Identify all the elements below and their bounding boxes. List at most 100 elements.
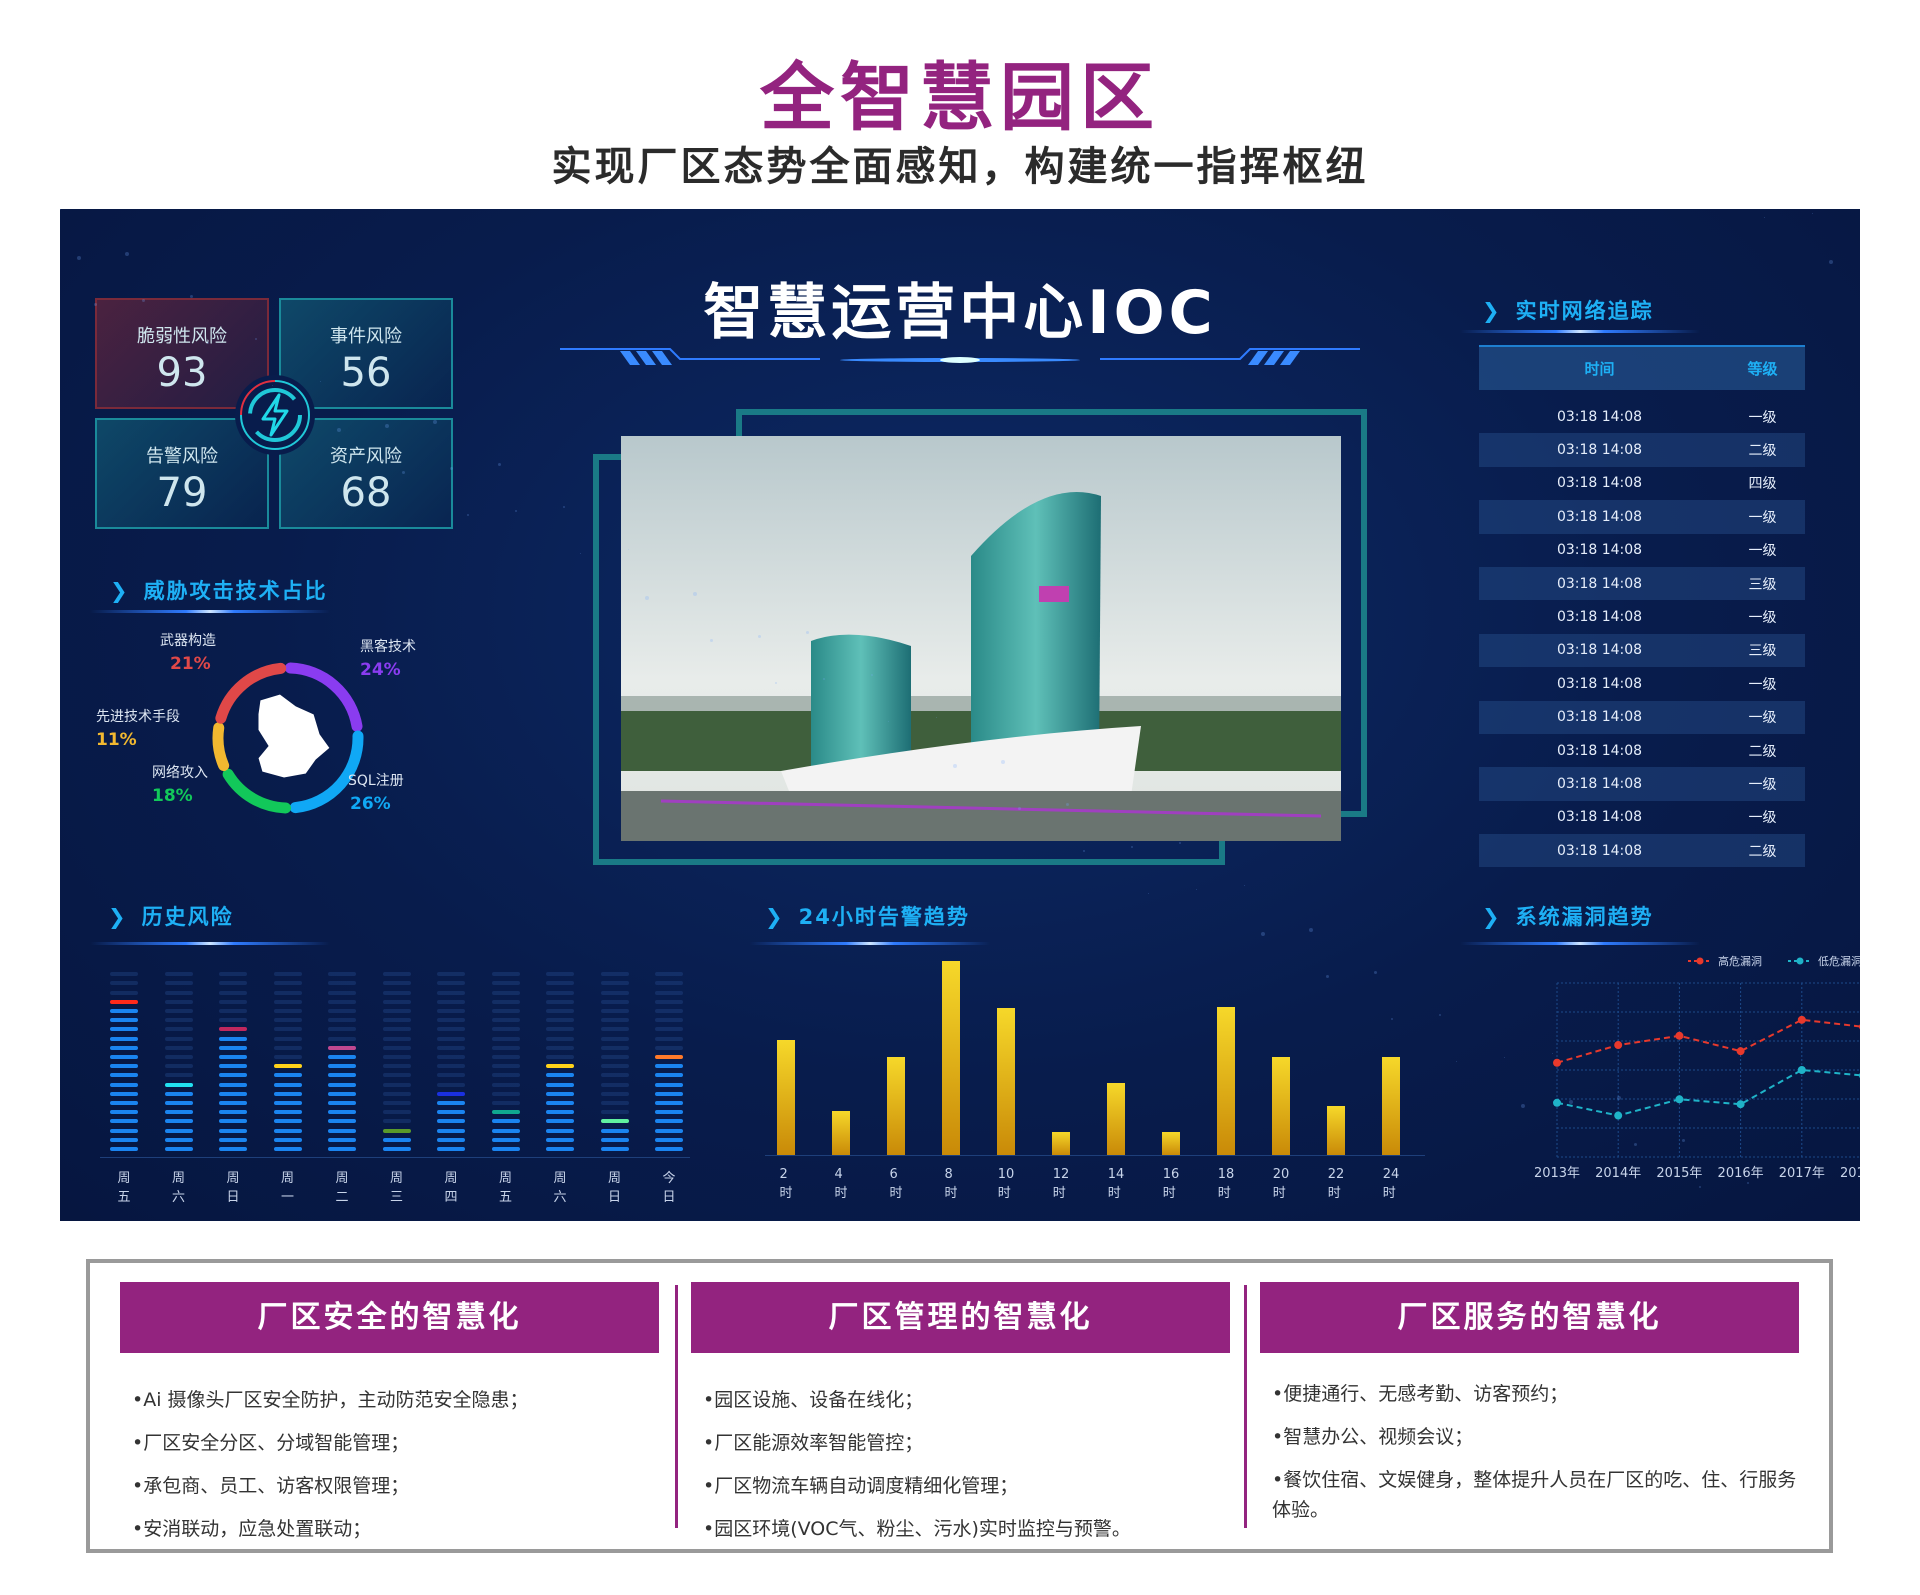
bar-segment xyxy=(382,981,411,986)
bar-segment-lit xyxy=(600,1128,629,1133)
bar-segment xyxy=(491,1064,520,1069)
x-tick-label: 周日 xyxy=(607,1171,622,1205)
bar-segment xyxy=(164,1064,193,1069)
bar-segment xyxy=(273,1009,302,1013)
bar-segment xyxy=(382,1064,411,1069)
alert-bar xyxy=(1162,1131,1180,1155)
x-tick-label: 2014年 xyxy=(1595,1166,1641,1181)
bar-segment-lit xyxy=(219,1147,247,1151)
star-decoration xyxy=(1634,1143,1637,1146)
legend-label: 低危漏洞 xyxy=(1818,955,1860,968)
star-decoration xyxy=(272,385,273,386)
star-decoration xyxy=(888,721,889,722)
x-tick-label: 2时 xyxy=(779,1167,793,1201)
feature-item: •承包商、员工、访客权限管理； xyxy=(132,1475,410,1497)
bar-segment xyxy=(546,999,574,1004)
bar-segment-lit xyxy=(491,1119,520,1124)
section-title-text: 系统漏洞趋势 xyxy=(1515,905,1654,929)
page-subtitle: 实现厂区态势全面感知，构建统一指挥枢纽 xyxy=(551,144,1369,190)
bar-segment-lit xyxy=(655,1064,683,1069)
bar-segment xyxy=(546,1027,574,1032)
bar-segment-lit xyxy=(655,1073,683,1078)
x-tick-label: 周二 xyxy=(335,1171,349,1205)
x-tick-label: 4时 xyxy=(834,1167,848,1201)
ioc-dashboard: 智慧运营中心IOC 脆弱性风险 93 事件风险 56 告警风险 79 资产风险 68 ❯… xyxy=(60,209,1860,1221)
star-decoration xyxy=(433,420,437,424)
table-row: 03:18 14:08 一级 xyxy=(1479,801,1805,834)
legend-label: 高危漏洞 xyxy=(1718,954,1762,968)
bar-segment-lit xyxy=(328,1073,356,1078)
star-decoration xyxy=(125,252,129,256)
table-row: 03:18 14:08 二级 xyxy=(1479,433,1805,467)
bar-segment-lit xyxy=(437,1110,465,1115)
chevron-right-icon: ❯ xyxy=(765,905,785,929)
bar-segment-lit xyxy=(328,1064,356,1069)
bar-segment-lit xyxy=(110,1018,138,1023)
bar-segment-lit xyxy=(273,1119,302,1124)
vuln-section-title: ❯ 系统漏洞趋势 xyxy=(1482,901,1654,931)
section-title-text: 威胁攻击技术占比 xyxy=(143,579,328,603)
section-title-text: 24小时告警趋势 xyxy=(798,905,970,929)
bar-segment-lit xyxy=(655,1147,683,1151)
x-tick-label: 20时 xyxy=(1272,1167,1290,1201)
star-decoration xyxy=(94,303,97,306)
divider xyxy=(675,1285,678,1528)
data-point xyxy=(1675,1095,1684,1104)
x-tick-label: 周五 xyxy=(117,1171,131,1205)
time-cell: 03:18 14:08 xyxy=(1479,500,1721,534)
bar-segment-lit xyxy=(273,1110,302,1115)
star-decoration xyxy=(1439,1014,1441,1016)
bar-segment xyxy=(110,981,138,986)
bar-segment xyxy=(328,1027,356,1032)
bar-segment xyxy=(382,1045,411,1050)
bar-segment xyxy=(600,1018,629,1023)
bar-segment xyxy=(219,981,247,986)
feature-item: •安消联动，应急处置联动； xyxy=(132,1518,372,1540)
x-tick-label: 周六 xyxy=(553,1171,567,1205)
data-point xyxy=(1797,1015,1806,1024)
feature-list-management: •园区设施、设备在线化； •厂区能源效率智能管控； •厂区物流车辆自动调度精细化管理… xyxy=(703,1379,1223,1551)
donut-value: 18% xyxy=(152,786,193,806)
bar-segment xyxy=(382,1082,411,1087)
table-row: 03:18 14:08 一级 xyxy=(1479,534,1805,567)
bar-segment xyxy=(655,1018,683,1023)
bar-segment xyxy=(655,999,683,1004)
star-decoration xyxy=(1552,1053,1553,1054)
bar-segment-lit xyxy=(655,1101,683,1105)
bar-segment xyxy=(546,1009,574,1013)
bar-segment xyxy=(219,972,247,977)
bar-segment xyxy=(382,1110,411,1115)
x-tick-label: 今日 xyxy=(662,1171,676,1205)
bar-segment xyxy=(273,972,302,977)
data-point xyxy=(1859,1072,1860,1079)
star-decoration xyxy=(402,471,405,474)
table-row: 03:18 14:08 三级 xyxy=(1479,633,1805,668)
star-decoration xyxy=(1196,889,1197,890)
x-tick-label: 14时 xyxy=(1107,1167,1125,1201)
bar-segment xyxy=(546,972,574,977)
bar-segment xyxy=(437,1027,465,1032)
table-row: 03:18 14:08 一级 xyxy=(1479,600,1805,633)
title-decoration xyxy=(560,348,1360,365)
bar-segment xyxy=(546,990,574,995)
star-decoration xyxy=(1682,1139,1685,1142)
star-decoration xyxy=(1764,217,1765,218)
kpi-label: 告警风险 xyxy=(146,446,218,467)
x-tick-label: 6时 xyxy=(889,1167,903,1201)
star-decoration xyxy=(806,631,809,634)
x-tick-label: 周四 xyxy=(444,1171,458,1205)
donut-value: 11% xyxy=(96,730,137,750)
bar-segment-lit xyxy=(164,1110,193,1115)
section-title-text: 实时网络追踪 xyxy=(1515,299,1654,323)
title-glow xyxy=(90,942,330,945)
bar-segment xyxy=(164,1018,193,1023)
data-point xyxy=(1614,1041,1623,1050)
title-glow xyxy=(90,610,330,613)
bar-segment-lit xyxy=(110,1110,138,1115)
bar-segment xyxy=(437,999,465,1004)
star-decoration xyxy=(1829,260,1833,264)
bar-segment xyxy=(600,1036,629,1041)
star-decoration xyxy=(60,209,61,210)
x-tick-label: 周一 xyxy=(280,1171,295,1205)
alert-trend-section-title: ❯ 24小时告警趋势 xyxy=(765,901,970,931)
